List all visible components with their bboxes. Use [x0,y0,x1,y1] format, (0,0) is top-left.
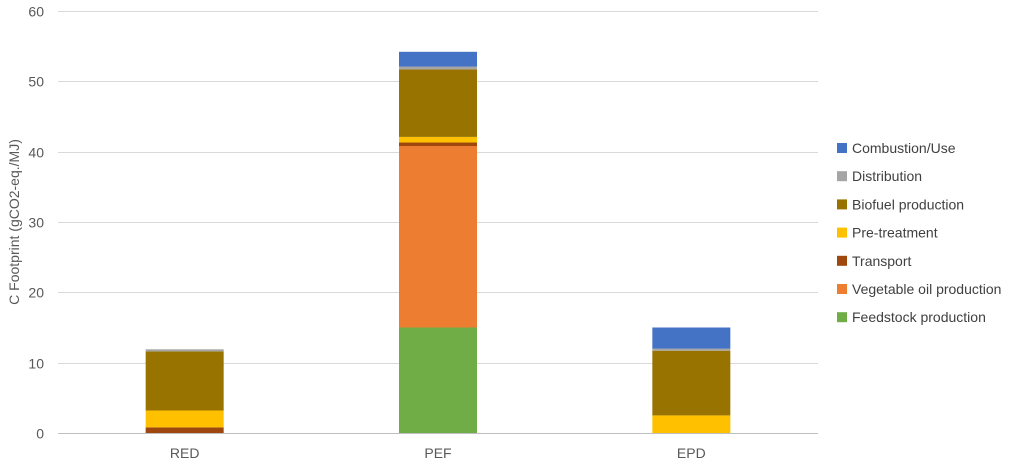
legend-swatch [837,199,847,210]
y-tick-label: 50 [28,74,44,90]
bar-segment-combustion-use [399,51,477,67]
y-axis-title: C Footprint (gCO2-eq./MJ) [6,139,22,305]
y-tick-label: 0 [36,426,44,442]
y-tick-label: 20 [28,285,44,301]
bar-segment-biofuel-production [145,351,224,411]
bar-segment-pre-treatment [399,136,477,143]
bar-segment-combustion-use [652,327,731,349]
legend-label: Biofuel production [852,196,964,212]
legend-label: Transport [852,253,912,269]
y-tick-label: 30 [28,215,44,231]
legend-label: Distribution [852,168,922,184]
legend-swatch [837,255,847,266]
legend-swatch [837,227,847,238]
bar-segment-transport [399,142,477,147]
x-tick-label: RED [170,445,200,461]
bar-segment-transport [145,427,224,433]
x-axis-ticks: RED PEF EPD [170,445,706,461]
legend-label: Feedstock production [852,309,986,325]
legend: Combustion/Use Distribution Biofuel produc… [837,140,1001,325]
y-axis-ticks: 0 10 20 30 40 50 60 [28,4,44,442]
y-tick-label: 60 [28,4,44,20]
x-tick-label: PEF [424,445,451,461]
bar-segment-distribution [145,349,224,352]
legend-swatch [837,312,847,323]
bar-segment-feedstock-production [399,327,477,433]
legend-swatch [837,143,847,153]
legend-label: Vegetable oil production [852,281,1001,297]
bar-segment-biofuel-production [652,350,731,416]
bar-segment-distribution [399,66,477,70]
legend-label: Pre-treatment [852,225,938,241]
bar-segment-pre-treatment [652,415,731,433]
legend-label: Combustion/Use [852,140,956,156]
x-tick-label: EPD [677,445,706,461]
bar-segment-vegetable-oil-production [399,146,477,328]
bar-segment-distribution [652,348,731,351]
bar-segment-biofuel-production [399,69,477,137]
y-tick-label: 40 [28,145,44,161]
legend-swatch [837,171,847,182]
legend-swatch [837,284,847,294]
y-tick-label: 10 [28,356,44,372]
bars [145,51,731,433]
bar-segment-pre-treatment [145,410,224,428]
